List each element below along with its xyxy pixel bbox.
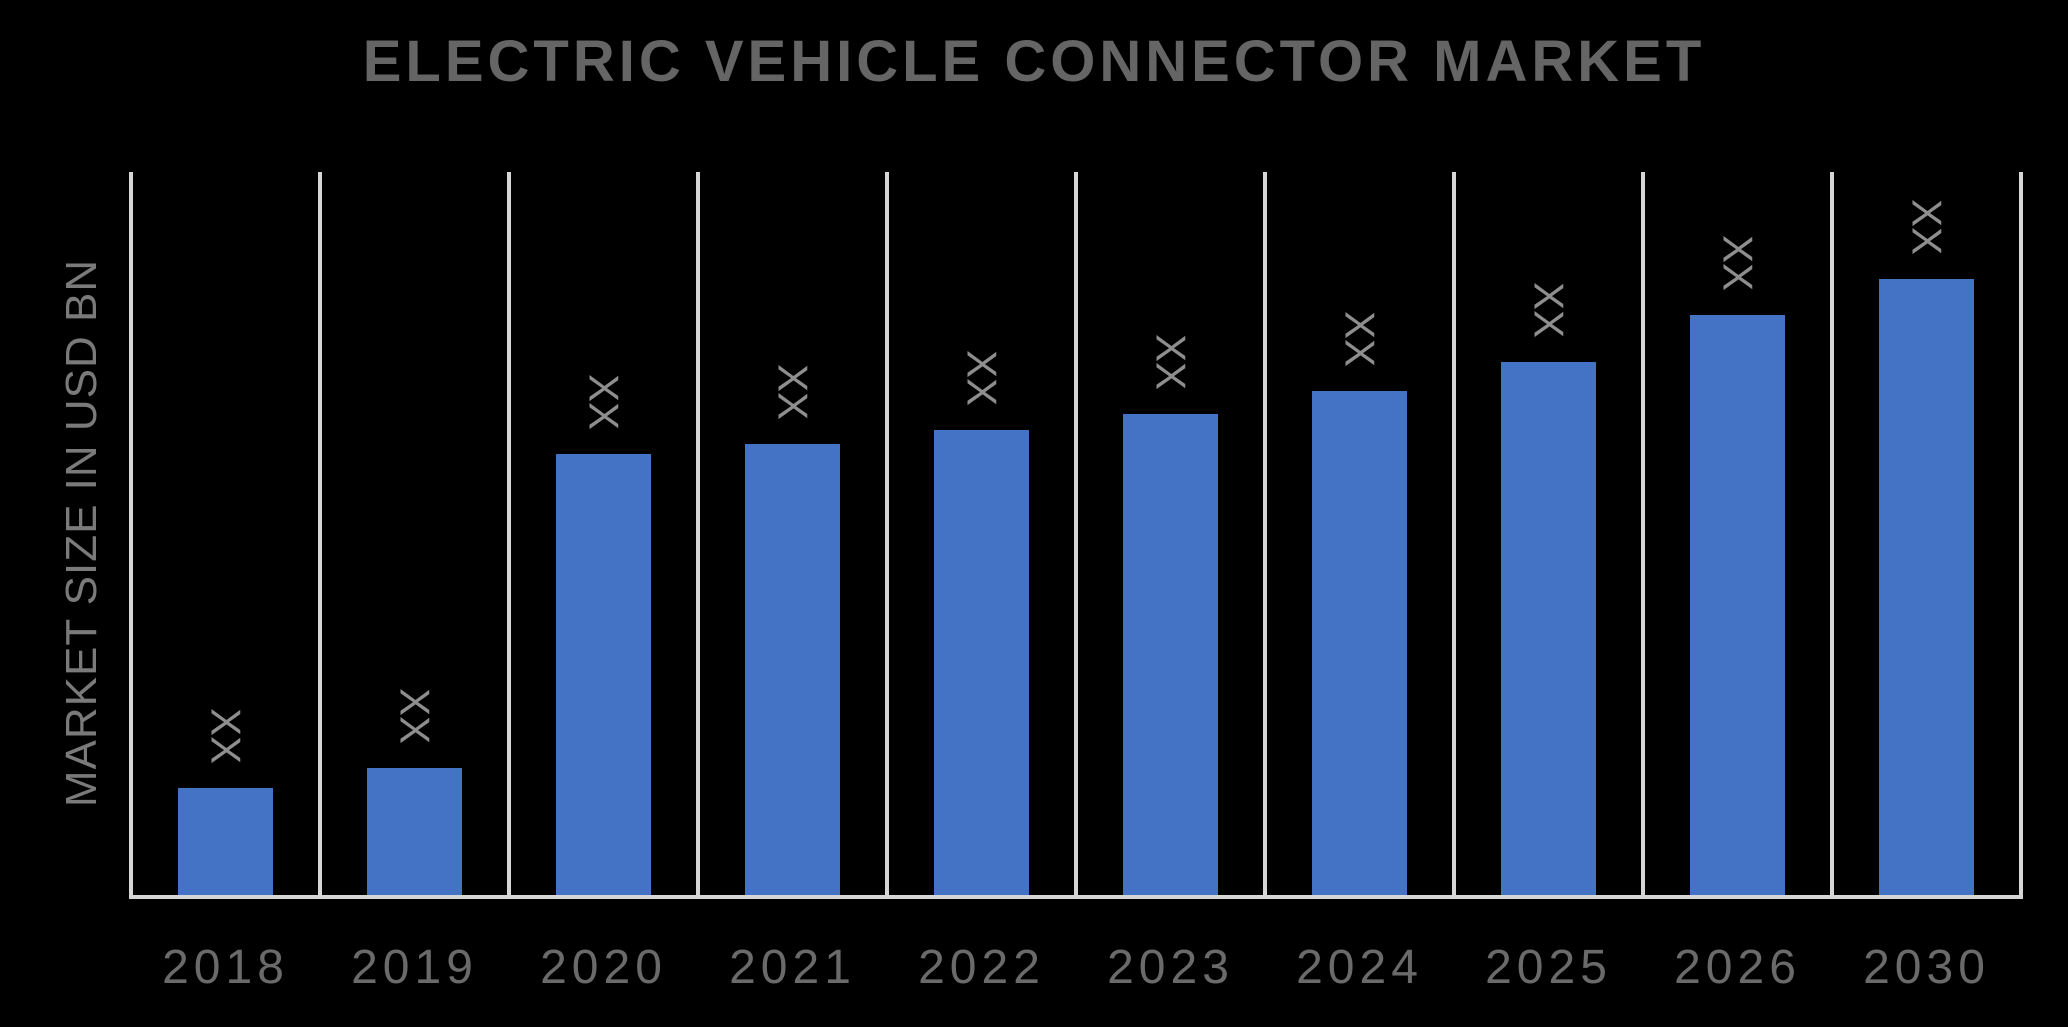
category-gridline — [1452, 172, 1456, 899]
bar-2020 — [556, 454, 651, 895]
category-label-2023: 2023 — [1107, 941, 1234, 994]
category-label-2018: 2018 — [162, 941, 289, 994]
category-gridline — [318, 172, 322, 899]
category-gridline — [1830, 172, 1834, 899]
y-axis-line — [129, 172, 133, 899]
category-gridline — [696, 172, 700, 899]
y-axis-title: MARKET SIZE IN USD BN — [57, 258, 106, 808]
category-label-2030: 2030 — [1863, 941, 1990, 994]
category-gridline — [1074, 172, 1078, 899]
x-axis-line — [131, 895, 2023, 899]
bar-2021 — [745, 444, 840, 895]
bar-2019 — [367, 768, 462, 895]
data-label-2022: XX — [958, 349, 1006, 406]
bar-2024 — [1312, 391, 1407, 895]
data-label-2020: XX — [580, 373, 628, 430]
bar-2026 — [1690, 315, 1785, 895]
bar-2022 — [934, 430, 1029, 895]
category-label-2022: 2022 — [918, 941, 1045, 994]
plot-area: XX XX XX XX XX XX XX XX XX XX — [129, 172, 2023, 899]
chart-title: ELECTRIC VEHICLE CONNECTOR MARKET — [362, 29, 1706, 94]
category-label-2021: 2021 — [729, 941, 856, 994]
data-label-2026: XX — [1714, 234, 1762, 291]
bar-2025 — [1501, 362, 1596, 895]
category-gridline — [507, 172, 511, 899]
category-label-2019: 2019 — [351, 941, 478, 994]
category-gridline — [1641, 172, 1645, 899]
category-gridline — [1263, 172, 1267, 899]
data-label-2021: XX — [769, 363, 817, 420]
bar-2023 — [1123, 414, 1218, 895]
data-label-2030: XX — [1903, 198, 1951, 255]
data-label-2025: XX — [1525, 281, 1573, 338]
data-label-2024: XX — [1336, 310, 1384, 367]
category-gridline — [2019, 172, 2023, 899]
category-label-2024: 2024 — [1296, 941, 1423, 994]
data-label-2018: XX — [202, 707, 250, 764]
bar-2018 — [178, 788, 273, 895]
data-label-2019: XX — [391, 687, 439, 744]
category-label-2026: 2026 — [1674, 941, 1801, 994]
category-label-2020: 2020 — [540, 941, 667, 994]
category-label-2025: 2025 — [1485, 941, 1612, 994]
bar-2030 — [1879, 279, 1974, 895]
category-gridline — [885, 172, 889, 899]
data-label-2023: XX — [1147, 333, 1195, 390]
